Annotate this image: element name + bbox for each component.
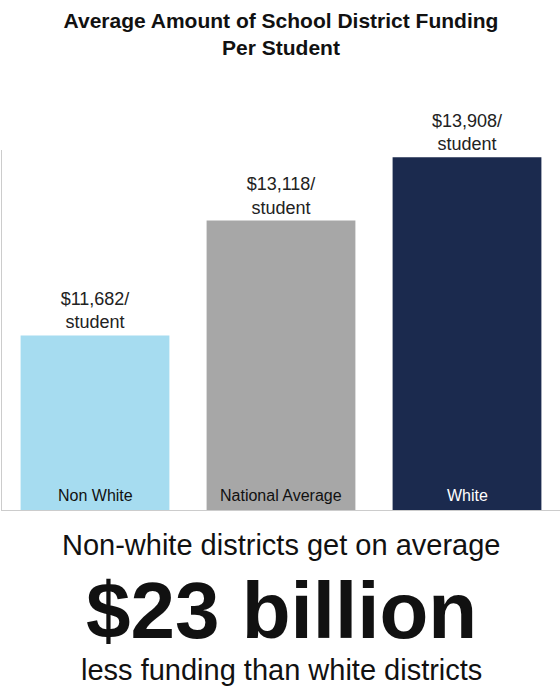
svg-text:White: White — [447, 487, 488, 504]
svg-text:$11,682/student: $11,682/student — [61, 289, 130, 332]
svg-text:$13,908/student: $13,908/student — [432, 111, 502, 154]
svg-text:Non-white districts get on ave: Non-white districts get on average — [62, 529, 500, 561]
svg-text:$23 billion: $23 billion — [86, 566, 477, 655]
svg-text:Average Amount of School Distr: Average Amount of School District Fundin… — [64, 9, 499, 59]
svg-text:less funding than white distri: less funding than white districts — [81, 654, 482, 686]
svg-text:National Average: National Average — [220, 487, 342, 504]
svg-text:$13,118/student: $13,118/student — [247, 174, 316, 217]
svg-text:Non White: Non White — [58, 487, 133, 504]
